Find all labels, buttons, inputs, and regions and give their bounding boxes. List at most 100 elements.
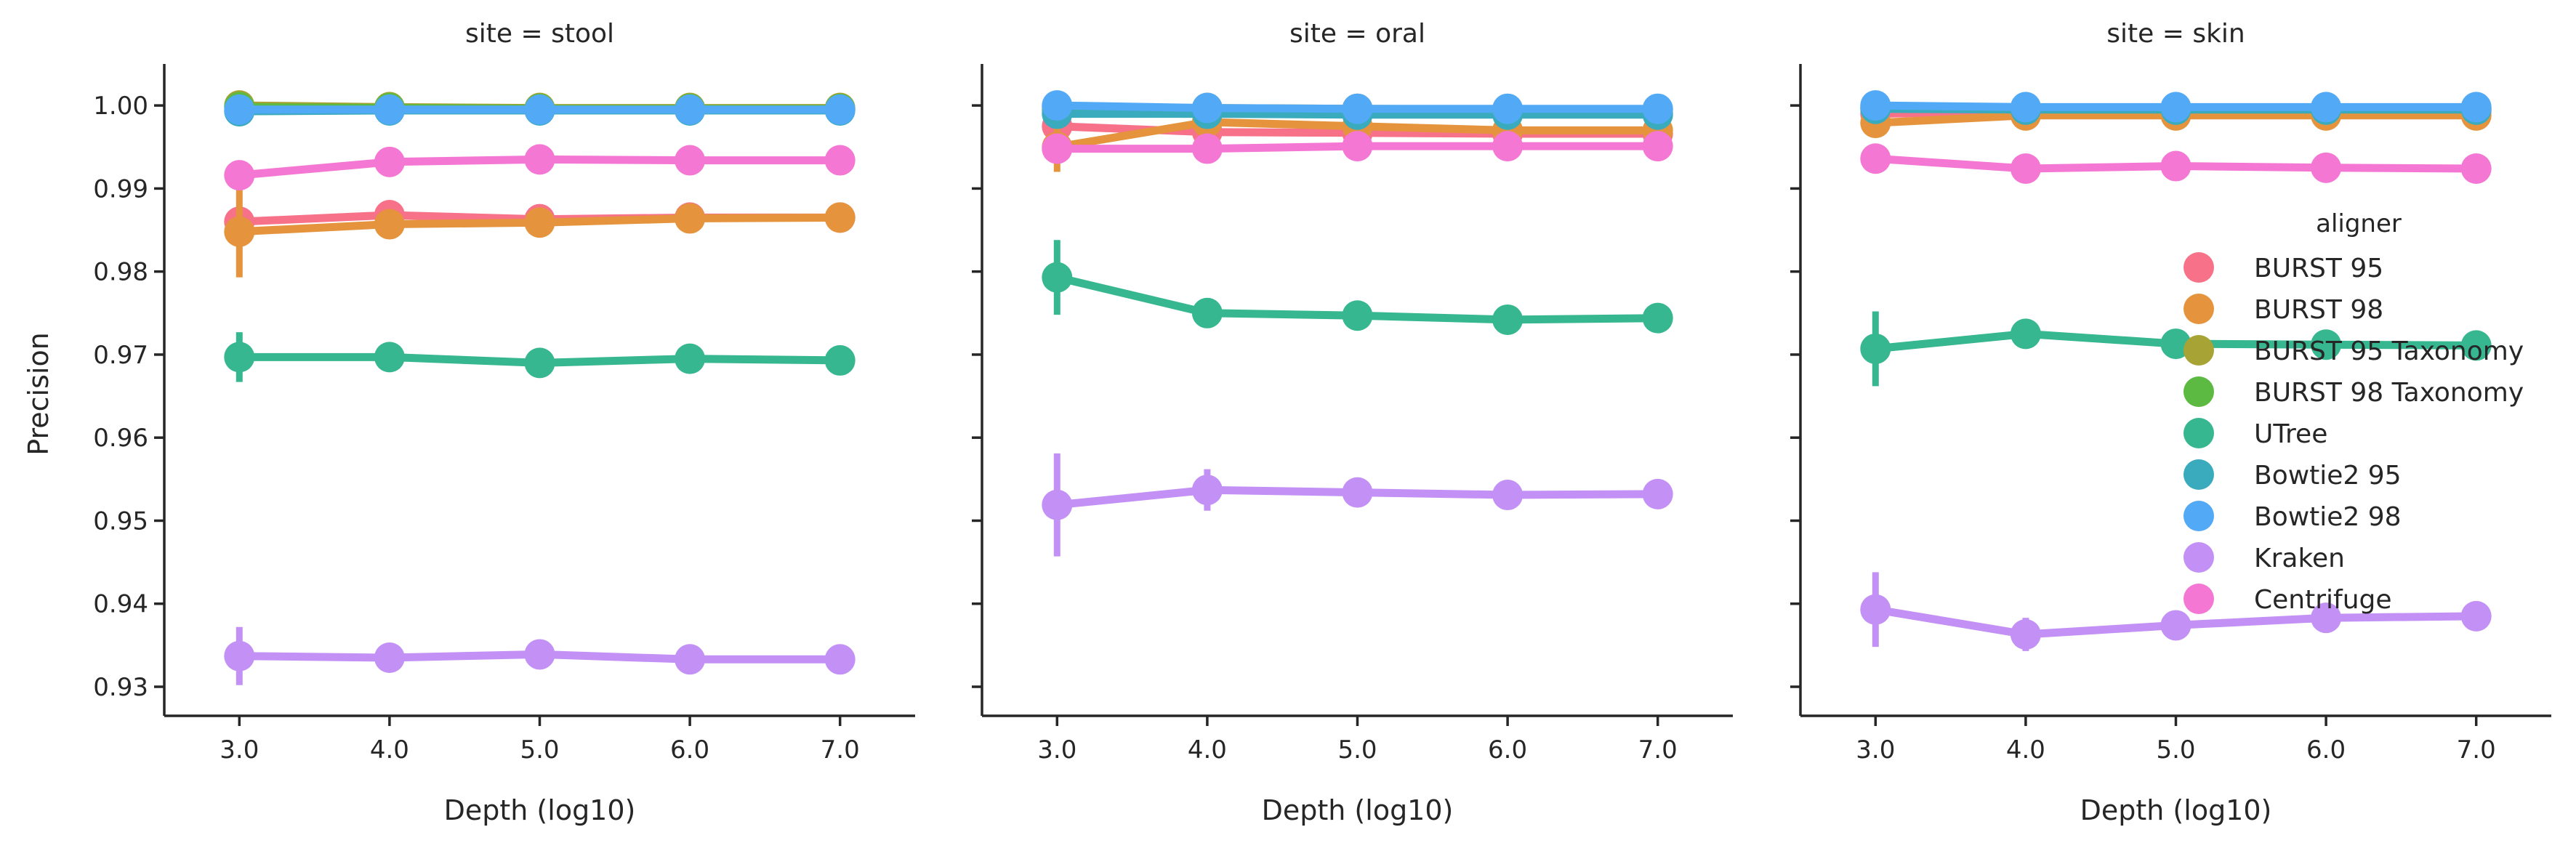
data-point: [2010, 92, 2041, 123]
data-point: [2160, 328, 2191, 360]
data-point: [524, 144, 555, 175]
data-point: [224, 342, 255, 373]
x-tick-label: 3.0: [1856, 735, 1895, 765]
legend-marker: [2183, 418, 2214, 448]
data-point: [1860, 90, 1891, 121]
data-point: [1342, 300, 1373, 331]
panel-skin: site = skin 3.0 4.0 5.0 6.0 7.0 Depth (log10): [1790, 19, 2551, 826]
data-point: [2010, 619, 2041, 650]
data-point: [675, 203, 706, 234]
data-point: [2460, 92, 2492, 123]
legend-item-utree: UTree: [2183, 418, 2327, 449]
x-tick-label: 4.0: [1188, 735, 1227, 765]
legend-label: Bowtie2 95: [2254, 461, 2402, 491]
legend-item-kraken: Kraken: [2183, 542, 2345, 573]
data-point: [1492, 304, 1524, 335]
data-point: [524, 94, 555, 125]
data-point: [675, 644, 706, 675]
data-point: [1860, 333, 1891, 364]
data-point: [224, 94, 255, 125]
data-point: [1042, 262, 1073, 293]
y-tick-label: 0.99: [93, 174, 148, 203]
y-tick-label: 0.97: [93, 341, 148, 370]
data-point: [1191, 475, 1223, 506]
series-kraken: [1860, 572, 2492, 651]
series-bowtie2-98: [224, 94, 856, 125]
legend-label: UTree: [2254, 419, 2327, 449]
data-point: [374, 94, 405, 125]
data-point: [524, 347, 555, 379]
data-point: [2160, 150, 2191, 182]
data-point: [2311, 329, 2342, 360]
data-point: [1860, 594, 1891, 625]
legend-item-bowtie2-98: Bowtie2 98: [2183, 501, 2402, 532]
legend-item-bowtie2-95: Bowtie2 95: [2183, 459, 2402, 491]
panel-title: site = skin: [2106, 19, 2245, 49]
y-tick-label: 0.95: [93, 507, 148, 536]
legend-item-burst-95-taxonomy: BURST 95 Taxonomy: [2183, 335, 2524, 366]
data-point: [1042, 90, 1073, 121]
data-point: [2460, 330, 2492, 361]
data-point: [824, 145, 856, 176]
data-point: [224, 216, 255, 247]
data-point: [824, 344, 856, 376]
data-point: [1342, 131, 1373, 162]
legend-label: BURST 98: [2254, 295, 2383, 325]
data-point: [1492, 93, 1524, 124]
data-point: [2311, 602, 2342, 634]
data-point: [524, 639, 555, 670]
legend-label: Centrifuge: [2254, 585, 2392, 615]
x-tick-label: 7.0: [821, 735, 860, 765]
x-tick-label: 3.0: [220, 735, 259, 765]
x-tick-label: 6.0: [2306, 735, 2346, 765]
data-point: [2160, 92, 2191, 123]
data-point: [1042, 489, 1073, 520]
data-point: [1642, 93, 1673, 124]
x-tick-label: 6.0: [1488, 735, 1527, 765]
legend-marker: [2183, 335, 2214, 366]
x-tick-label: 5.0: [520, 735, 559, 765]
x-axis-label: Depth (log10): [444, 794, 636, 826]
data-point: [374, 146, 405, 177]
series-burst-98: [224, 185, 856, 278]
series-centrifuge: [1860, 143, 2492, 184]
legend-marker: [2183, 252, 2214, 283]
data-point: [1191, 133, 1223, 164]
legend-item-burst-95: BURST 95: [2183, 252, 2383, 283]
data-point: [824, 94, 856, 125]
legend-marker: [2183, 459, 2214, 490]
panel-title: site = oral: [1289, 19, 1425, 49]
y-tick-label: 0.93: [93, 673, 148, 702]
x-tick-label: 5.0: [2156, 735, 2195, 765]
data-point: [824, 644, 856, 675]
legend-marker: [2183, 294, 2214, 324]
data-point: [1191, 297, 1223, 328]
legend-item-burst-98-taxonomy: BURST 98 Taxonomy: [2183, 376, 2524, 408]
data-point: [675, 343, 706, 374]
x-axis-label: Depth (log10): [2080, 794, 2272, 826]
y-tick-label: 1.00: [93, 92, 148, 121]
panel-title: site = stool: [465, 19, 614, 49]
data-point: [1492, 131, 1524, 162]
x-tick-label: 4.0: [2006, 735, 2045, 765]
x-tick-label: 6.0: [670, 735, 709, 765]
data-point: [2311, 152, 2342, 183]
series-kraken: [1042, 453, 1673, 557]
data-point: [374, 642, 405, 674]
legend-label: BURST 95 Taxonomy: [2254, 336, 2524, 366]
panel-stool: site = stool 0.93 0.94 0.95 0.96 0.97 0.98 0.99…: [93, 19, 915, 826]
series-kraken: [224, 626, 856, 685]
series-centrifuge: [224, 144, 856, 191]
x-tick-label: 5.0: [1337, 735, 1377, 765]
y-tick-label: 0.94: [93, 590, 148, 619]
data-point: [1342, 93, 1373, 124]
data-point: [1492, 480, 1524, 511]
x-tick-label: 3.0: [1037, 735, 1076, 765]
data-point: [824, 202, 856, 233]
legend-marker: [2183, 584, 2214, 614]
data-point: [675, 145, 706, 176]
series-bowtie2-98: [1042, 90, 1673, 124]
x-tick-label: 7.0: [1638, 735, 1678, 765]
y-axis-label: Precision: [23, 332, 55, 456]
